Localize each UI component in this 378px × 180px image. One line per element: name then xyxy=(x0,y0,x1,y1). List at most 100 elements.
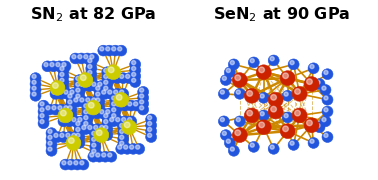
Circle shape xyxy=(128,143,139,154)
Circle shape xyxy=(58,77,69,87)
Text: SeN$_2$ at 90 GPa: SeN$_2$ at 90 GPa xyxy=(213,5,350,24)
Circle shape xyxy=(147,122,152,126)
Circle shape xyxy=(118,47,122,51)
Circle shape xyxy=(84,104,88,108)
Circle shape xyxy=(90,96,101,107)
Circle shape xyxy=(88,64,92,69)
Circle shape xyxy=(119,129,124,133)
Circle shape xyxy=(60,118,64,122)
Circle shape xyxy=(58,71,69,82)
Circle shape xyxy=(114,116,125,127)
Circle shape xyxy=(64,90,68,94)
Circle shape xyxy=(80,98,84,102)
Circle shape xyxy=(72,55,76,59)
Circle shape xyxy=(112,114,116,118)
Circle shape xyxy=(228,59,239,70)
Circle shape xyxy=(86,108,97,119)
Circle shape xyxy=(56,104,67,115)
Circle shape xyxy=(40,102,44,106)
Circle shape xyxy=(58,82,69,93)
Circle shape xyxy=(68,100,72,104)
Circle shape xyxy=(70,116,81,127)
Circle shape xyxy=(30,90,41,101)
Circle shape xyxy=(82,102,93,113)
Circle shape xyxy=(106,110,110,114)
Circle shape xyxy=(230,60,234,65)
Circle shape xyxy=(68,138,74,143)
Circle shape xyxy=(96,98,100,102)
Circle shape xyxy=(247,110,253,116)
Circle shape xyxy=(132,60,136,65)
Circle shape xyxy=(104,86,108,90)
Circle shape xyxy=(74,161,78,165)
Circle shape xyxy=(76,82,80,86)
Circle shape xyxy=(288,140,299,150)
Circle shape xyxy=(68,88,79,99)
Circle shape xyxy=(268,143,279,154)
Circle shape xyxy=(66,159,77,170)
Circle shape xyxy=(110,94,121,105)
Circle shape xyxy=(118,140,129,150)
Circle shape xyxy=(86,63,97,74)
Circle shape xyxy=(52,132,63,142)
Circle shape xyxy=(248,141,259,152)
Circle shape xyxy=(104,108,115,119)
Circle shape xyxy=(66,136,81,150)
Circle shape xyxy=(122,143,133,154)
Circle shape xyxy=(66,92,77,103)
Circle shape xyxy=(56,88,67,99)
Circle shape xyxy=(66,104,77,115)
Circle shape xyxy=(78,81,89,91)
Circle shape xyxy=(30,73,41,84)
Circle shape xyxy=(100,110,104,114)
Circle shape xyxy=(76,76,80,80)
Circle shape xyxy=(114,100,125,111)
Circle shape xyxy=(84,55,88,59)
Circle shape xyxy=(80,161,84,165)
Circle shape xyxy=(76,94,80,98)
Circle shape xyxy=(30,79,41,89)
Circle shape xyxy=(98,82,102,86)
Circle shape xyxy=(283,73,288,78)
Circle shape xyxy=(52,106,56,110)
Circle shape xyxy=(116,45,127,56)
Circle shape xyxy=(74,132,85,142)
Circle shape xyxy=(32,80,36,84)
Circle shape xyxy=(86,57,97,68)
Circle shape xyxy=(88,102,94,108)
Circle shape xyxy=(60,78,64,82)
Circle shape xyxy=(248,57,259,68)
Circle shape xyxy=(90,55,94,59)
Circle shape xyxy=(74,120,85,131)
Circle shape xyxy=(82,114,93,125)
Circle shape xyxy=(310,139,314,143)
Circle shape xyxy=(88,53,99,64)
Circle shape xyxy=(48,135,52,139)
Circle shape xyxy=(112,102,116,106)
Circle shape xyxy=(232,128,247,142)
Circle shape xyxy=(66,133,70,137)
Circle shape xyxy=(96,86,100,90)
Circle shape xyxy=(290,60,294,65)
Circle shape xyxy=(102,84,113,95)
Circle shape xyxy=(52,90,56,94)
Circle shape xyxy=(225,67,235,78)
Circle shape xyxy=(138,98,149,109)
Circle shape xyxy=(86,100,101,115)
Circle shape xyxy=(40,120,44,124)
Circle shape xyxy=(82,120,93,131)
Circle shape xyxy=(230,147,234,151)
Circle shape xyxy=(50,62,54,67)
Circle shape xyxy=(119,141,124,145)
Circle shape xyxy=(114,90,118,94)
Circle shape xyxy=(72,96,83,107)
Circle shape xyxy=(58,65,69,76)
Circle shape xyxy=(108,67,114,73)
Circle shape xyxy=(68,161,72,165)
Circle shape xyxy=(64,132,75,142)
Circle shape xyxy=(125,74,130,78)
Circle shape xyxy=(92,137,96,141)
Circle shape xyxy=(86,75,97,86)
Circle shape xyxy=(147,116,152,120)
Circle shape xyxy=(110,118,114,122)
